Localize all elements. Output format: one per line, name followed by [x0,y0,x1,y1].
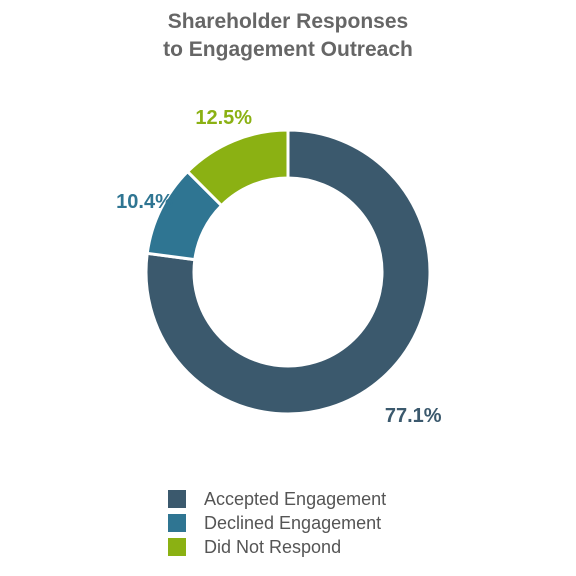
chart-title: Shareholder Responses to Engagement Outr… [0,8,576,64]
donut-slice-accepted [144,128,432,416]
data-label-declined: 10.4% [116,191,173,213]
donut-slice-no-response [185,128,290,208]
legend-swatch-accepted [168,490,186,508]
data-label-no-response: 12.5% [195,107,252,129]
chart-title-line-1: Shareholder Responses [167,10,409,33]
legend-label-no-response: Did Not Respond [204,536,342,557]
legend-label-accepted: Accepted Engagement [204,488,387,509]
legend-label-declined: Declined Engagement [204,512,382,533]
legend-item-declined: Declined Engagement [168,511,386,535]
chart-legend: Accepted Engagement Declined Engagement … [168,487,386,559]
legend-swatch-no-response [168,538,186,556]
legend-item-no-response: Did Not Respond [168,535,386,559]
legend-swatch-declined [168,514,186,532]
data-label-accepted: 77.1% [385,405,442,427]
legend-item-accepted: Accepted Engagement [168,487,386,511]
chart-title-line-2: to Engagement Outreach [163,38,413,61]
